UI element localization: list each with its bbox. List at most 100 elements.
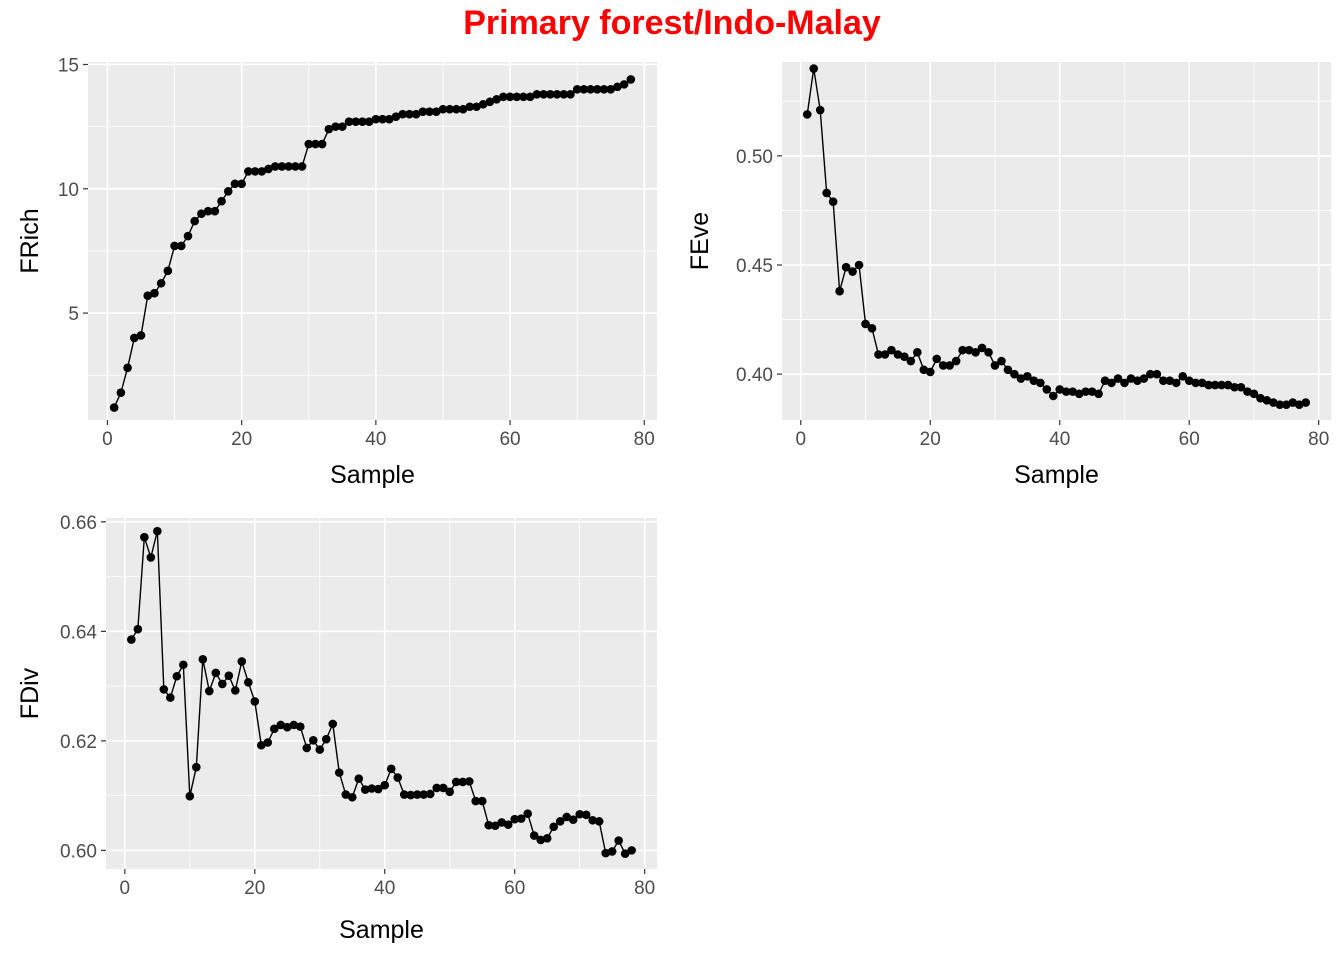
frich-data-point	[176, 241, 186, 251]
feve-data-point	[1048, 391, 1058, 401]
y-tick-label: 15	[58, 55, 79, 76]
feve-data-point	[841, 262, 851, 272]
feve-data-point	[951, 356, 961, 366]
feve-data-point	[1282, 400, 1291, 410]
x-tick-label: 20	[231, 429, 252, 450]
feve-data-point	[997, 356, 1006, 366]
frich-data-point	[364, 117, 374, 126]
feve-data-point	[1294, 400, 1304, 410]
feve-data-point	[1100, 376, 1110, 386]
frich-data-point	[237, 179, 246, 189]
feve-data-point	[1139, 374, 1149, 383]
fdiv-data-point	[185, 791, 195, 801]
fdiv-data-point	[315, 745, 325, 754]
frich-data-point	[156, 278, 166, 288]
fdiv-data-point	[166, 693, 175, 702]
frich-data-point	[311, 139, 320, 149]
feve-data-point	[1262, 396, 1272, 405]
fdiv-data-point	[360, 785, 370, 794]
fdiv-data-point	[594, 817, 604, 826]
feve-data-point	[990, 361, 1000, 370]
fdiv-data-point	[510, 814, 520, 824]
frich-data-point	[431, 107, 441, 117]
frich-data-point	[512, 92, 522, 102]
x-tick-label: 40	[1049, 429, 1070, 450]
frich-data-point	[505, 92, 515, 102]
feve-data-point	[835, 286, 844, 296]
feve-data-point	[1068, 387, 1077, 396]
frich-data-point	[586, 85, 595, 94]
fdiv-data-point	[308, 736, 318, 745]
frich-data-point	[445, 104, 454, 114]
fdiv-data-point	[432, 783, 442, 793]
x-tick-label: 20	[920, 429, 941, 450]
feve-data-point	[1036, 378, 1045, 388]
feve-data-point	[1042, 385, 1052, 394]
frich-data-point	[284, 162, 293, 171]
feve-data-point	[945, 361, 954, 370]
frich-data-point	[136, 331, 146, 340]
frich-data-point	[572, 85, 582, 94]
feve-data-point	[1061, 387, 1071, 396]
feve-data-point	[984, 348, 993, 357]
feve-data-point	[1269, 398, 1278, 407]
fdiv-data-point	[529, 831, 539, 840]
feve-data-point	[964, 345, 974, 355]
y-tick-label: 5	[68, 304, 79, 325]
frich-data-point	[465, 102, 475, 112]
frich-data-point	[257, 167, 267, 176]
feve-data-point	[1146, 369, 1155, 379]
feve-data-point	[1230, 382, 1239, 392]
fdiv-data-point	[620, 849, 630, 858]
fdiv-data-point	[425, 789, 435, 799]
frich-data-point	[559, 90, 569, 99]
frich-data-point	[183, 231, 193, 241]
fdiv-data-point	[250, 697, 260, 706]
fdiv-data-point	[179, 660, 188, 670]
fdiv-data-point	[263, 738, 273, 747]
frich-data-point	[525, 92, 535, 102]
feve-data-point	[1113, 374, 1123, 383]
feve-data-point	[1094, 389, 1103, 399]
fdiv-data-point	[458, 777, 468, 787]
x-tick-label: 40	[365, 429, 386, 450]
y-tick-label: 0.50	[736, 147, 773, 168]
frich-data-point	[244, 167, 253, 176]
frich-data-point	[116, 388, 126, 397]
feve-data-point	[1120, 378, 1129, 388]
fdiv-data-point	[614, 836, 623, 845]
frich-data-point	[324, 124, 334, 134]
fdiv-data-point	[445, 787, 455, 797]
frich-data-point	[277, 162, 287, 171]
fdiv-data-point	[464, 777, 474, 786]
fdiv-data-point	[373, 784, 383, 794]
feve-data-point	[1003, 365, 1013, 375]
fdiv-data-point	[289, 720, 299, 730]
fdiv-data-point	[127, 635, 136, 644]
feve-data-point	[1133, 376, 1142, 386]
feve-data-point	[1256, 393, 1265, 403]
fdiv-data-point	[399, 790, 409, 799]
fdiv-data-point	[393, 773, 403, 782]
frich-data-point	[411, 109, 421, 119]
fdiv-data-point	[523, 809, 532, 818]
x-tick-label: 0	[102, 429, 113, 450]
frich-data-point	[606, 85, 616, 94]
frich-data-point	[358, 117, 367, 126]
frich-data-point	[592, 85, 602, 94]
feve-data-point	[958, 345, 967, 355]
feve-data-point	[906, 356, 916, 366]
fdiv-data-point	[477, 796, 487, 806]
frich-data-point	[371, 114, 381, 124]
fdiv-data-point	[542, 834, 552, 843]
feve-data-point	[1243, 387, 1252, 396]
feve-data-point	[809, 64, 819, 73]
feve-data-point	[1275, 400, 1285, 410]
feve-data-point	[880, 350, 890, 359]
feve-data-point	[1081, 387, 1090, 396]
fdiv-data-point	[412, 790, 422, 799]
frich-data-point	[123, 363, 132, 373]
fdiv-data-point	[575, 809, 584, 819]
fdiv-data-point	[133, 624, 143, 634]
frich-data-point	[230, 179, 240, 189]
